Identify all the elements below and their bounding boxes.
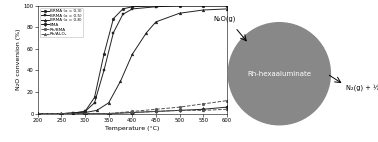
Rh/BMA (130, 111, 135, 112)
BMA (225, 106, 229, 108)
BRMA (x = 0.5) (36, 113, 40, 114)
Rh/Al₂O₃ (153, 111, 158, 112)
BRMA (x = 0.3) (36, 113, 40, 114)
Y-axis label: N₂O conversion (%): N₂O conversion (%) (16, 29, 21, 90)
Ellipse shape (228, 23, 330, 125)
BRMA (x = 0.3) (130, 6, 135, 8)
BRMA (x = 0.3) (121, 8, 125, 10)
BRMA (x = 0.3) (201, 5, 205, 7)
Line: Rh/Al₂O₃: Rh/Al₂O₃ (36, 108, 228, 115)
BRMA (x = 0.3) (102, 53, 106, 55)
Rh/BMA (201, 103, 205, 105)
BRMA (x = 0.5) (121, 13, 125, 15)
BRMA (x = 0.3) (177, 5, 182, 7)
Rh/Al₂O₃ (177, 109, 182, 111)
Rh/Al₂O₃ (83, 113, 87, 114)
BRMA (x = 0.8) (83, 112, 87, 113)
BRMA (x = 0.5) (130, 8, 135, 10)
Rh/BMA (83, 113, 87, 114)
BRMA (x = 0.3) (92, 97, 97, 98)
BRMA (x = 0.5) (153, 6, 158, 8)
Text: N₂(g) + ½O₂(g): N₂(g) + ½O₂(g) (346, 84, 378, 91)
BMA (177, 109, 182, 111)
BMA (201, 108, 205, 110)
BMA (36, 113, 40, 114)
Rh/Al₂O₃ (130, 112, 135, 113)
BRMA (x = 0.3) (111, 18, 116, 19)
BRMA (x = 0.8) (94, 109, 99, 111)
Line: BMA: BMA (36, 106, 228, 115)
BRMA (x = 0.8) (59, 113, 64, 114)
BRMA (x = 0.8) (106, 102, 111, 104)
BRMA (x = 0.8) (144, 32, 149, 34)
BRMA (x = 0.3) (83, 111, 87, 112)
Rh/BMA (106, 113, 111, 114)
Rh/Al₂O₃ (59, 113, 64, 114)
Rh/Al₂O₃ (106, 113, 111, 114)
Rh/Al₂O₃ (201, 109, 205, 111)
BRMA (x = 0.8) (118, 80, 123, 82)
BRMA (x = 0.5) (177, 5, 182, 7)
BRMA (x = 0.5) (102, 70, 106, 71)
Rh/BMA (59, 113, 64, 114)
BRMA (x = 0.5) (201, 5, 205, 7)
Legend: BRMA (x = 0.3), BRMA (x = 0.5), BRMA (x = 0.8), BMA, Rh/BMA, Rh/Al₂O₃: BRMA (x = 0.3), BRMA (x = 0.5), BRMA (x … (40, 8, 83, 37)
BRMA (x = 0.8) (71, 112, 76, 114)
BRMA (x = 0.8) (130, 53, 135, 55)
BMA (59, 113, 64, 114)
Text: Rh-hexaaluminate: Rh-hexaaluminate (247, 71, 311, 77)
X-axis label: Temperature (°C): Temperature (°C) (105, 126, 160, 130)
BMA (153, 111, 158, 112)
BRMA (x = 0.8) (153, 21, 158, 23)
BMA (130, 112, 135, 113)
Rh/BMA (177, 106, 182, 108)
Text: N₂O(g): N₂O(g) (213, 16, 235, 22)
Line: BRMA (x = 0.3): BRMA (x = 0.3) (36, 4, 228, 115)
BRMA (x = 0.3) (153, 5, 158, 7)
BRMA (x = 0.8) (225, 8, 229, 10)
BRMA (x = 0.5) (59, 113, 64, 114)
Rh/Al₂O₃ (225, 108, 229, 110)
BRMA (x = 0.8) (177, 12, 182, 14)
BMA (106, 113, 111, 114)
BRMA (x = 0.3) (71, 112, 76, 114)
BRMA (x = 0.8) (36, 113, 40, 114)
BRMA (x = 0.5) (71, 112, 76, 114)
BRMA (x = 0.8) (201, 9, 205, 11)
Rh/BMA (153, 108, 158, 110)
Rh/Al₂O₃ (36, 113, 40, 114)
Line: BRMA (x = 0.8): BRMA (x = 0.8) (36, 8, 228, 115)
BMA (83, 113, 87, 114)
BRMA (x = 0.3) (59, 113, 64, 114)
BRMA (x = 0.5) (225, 5, 229, 7)
Rh/BMA (225, 100, 229, 102)
Line: Rh/BMA: Rh/BMA (36, 99, 228, 115)
Line: BRMA (x = 0.5): BRMA (x = 0.5) (36, 4, 228, 115)
Rh/BMA (36, 113, 40, 114)
BRMA (x = 0.5) (83, 111, 87, 112)
BRMA (x = 0.3) (225, 5, 229, 7)
BRMA (x = 0.5) (111, 32, 116, 34)
BRMA (x = 0.5) (92, 102, 97, 104)
